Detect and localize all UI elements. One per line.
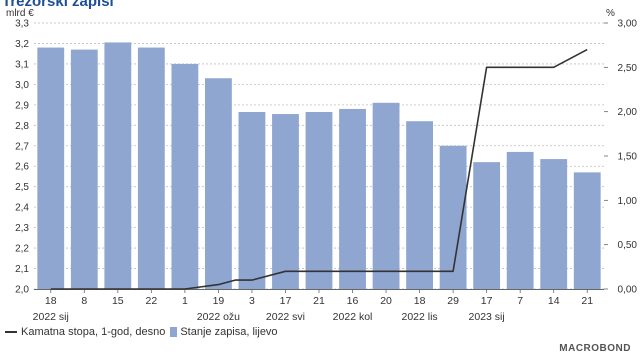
x-tick-label: 7 bbox=[517, 295, 523, 307]
y-left-tick-label: 2,2 bbox=[15, 244, 29, 255]
x-period-label: 2022 sij bbox=[33, 311, 69, 323]
x-tick-label: 15 bbox=[112, 295, 124, 307]
x-tick-label: 22 bbox=[146, 295, 158, 307]
y-left-tick-label: 2,4 bbox=[15, 203, 29, 214]
y-left-tick-label: 2,7 bbox=[15, 141, 29, 152]
series-line-interest-rate bbox=[50, 48, 588, 290]
bar-13 bbox=[473, 162, 501, 289]
left-axis-unit: mlrd € bbox=[6, 8, 34, 19]
y-left-tick-label: 2,5 bbox=[15, 182, 29, 193]
x-period-label: 2022 lis bbox=[401, 311, 437, 323]
chart-title: Trezorski zapisi bbox=[2, 0, 114, 10]
y-right-tick-label: 0,00 bbox=[618, 285, 638, 296]
legend-bar-swatch bbox=[170, 327, 178, 337]
x-tick-label: 17 bbox=[280, 295, 292, 307]
x-tick-label: 8 bbox=[81, 295, 87, 307]
bar-8 bbox=[305, 112, 333, 289]
x-tick-label: 16 bbox=[347, 295, 359, 307]
bar-3 bbox=[137, 47, 165, 289]
y-left-tick-label: 2,3 bbox=[15, 223, 29, 234]
x-period-label: 2022 ožu bbox=[197, 311, 240, 323]
bar-5 bbox=[205, 78, 232, 289]
y-left-tick-label: 2,1 bbox=[15, 264, 29, 275]
x-period-label: 2023 sij bbox=[469, 311, 505, 323]
legend: Kamatna stopa, 1-god, desno Stanje zapis… bbox=[5, 326, 283, 338]
x-period-label: 2022 svi bbox=[266, 311, 305, 323]
bar-9 bbox=[339, 108, 366, 289]
bar-15 bbox=[540, 159, 568, 289]
y-right-tick-label: 1,50 bbox=[618, 152, 638, 163]
y-left-tick-label: 3,0 bbox=[15, 80, 29, 91]
y-left-tick-label: 2,9 bbox=[15, 100, 29, 111]
x-tick-label: 21 bbox=[581, 295, 593, 307]
legend-line-swatch bbox=[5, 331, 17, 333]
y-left-tick-label: 3,3 bbox=[15, 19, 29, 30]
y-right-tick-label: 1,00 bbox=[618, 196, 638, 207]
bar-1 bbox=[70, 49, 98, 289]
right-axis-unit: % bbox=[606, 8, 615, 19]
x-tick-label: 17 bbox=[481, 295, 493, 307]
bar-6 bbox=[238, 112, 266, 289]
y-right-tick-label: 2,50 bbox=[618, 63, 638, 74]
bar-7 bbox=[272, 114, 299, 289]
bar-10 bbox=[372, 102, 400, 289]
x-tick-label: 14 bbox=[548, 295, 560, 307]
brand-logo: MACROBOND bbox=[559, 343, 631, 354]
x-tick-label: 18 bbox=[414, 295, 426, 307]
bar-11 bbox=[406, 121, 433, 289]
x-tick-label: 1 bbox=[182, 295, 188, 307]
y-left-tick-label: 2,8 bbox=[15, 121, 29, 132]
bar-16 bbox=[573, 172, 601, 289]
legend-bar-label: Stanje zapisa, lijevo bbox=[180, 326, 278, 338]
x-tick-label: 19 bbox=[213, 295, 225, 307]
legend-item-bar: Stanje zapisa, lijevo bbox=[170, 326, 278, 338]
y-left-tick-label: 3,2 bbox=[15, 39, 29, 50]
chart-plot: 2,0 2,1 2,2 2,3 2,4 2,5 2,6 2,7 2,8 2,9 3,0 3,1 3,2 3… bbox=[15, 19, 638, 324]
x-tick-label: 29 bbox=[447, 295, 459, 307]
y-left-tick-label: 3,1 bbox=[15, 59, 29, 70]
y-right-tick-label: 0,50 bbox=[618, 240, 638, 251]
y-left-tick-label: 2,0 bbox=[15, 285, 29, 296]
x-tick-label: 3 bbox=[249, 295, 255, 307]
x-period-label: 2022 kol bbox=[333, 311, 373, 323]
bar-14 bbox=[506, 151, 534, 289]
x-tick-label: 21 bbox=[313, 295, 325, 307]
bar-0 bbox=[37, 47, 65, 289]
y-right-tick-label: 2,00 bbox=[618, 107, 638, 118]
y-right-tick-label: 3,00 bbox=[618, 19, 638, 30]
bar-4 bbox=[171, 63, 199, 289]
bar-2 bbox=[104, 42, 132, 289]
legend-item-line: Kamatna stopa, 1-god, desno bbox=[5, 326, 165, 338]
x-tick-label: 20 bbox=[380, 295, 392, 307]
legend-line-label: Kamatna stopa, 1-god, desno bbox=[21, 326, 166, 338]
y-left-tick-label: 2,6 bbox=[15, 162, 29, 173]
x-tick-label: 18 bbox=[45, 295, 57, 307]
